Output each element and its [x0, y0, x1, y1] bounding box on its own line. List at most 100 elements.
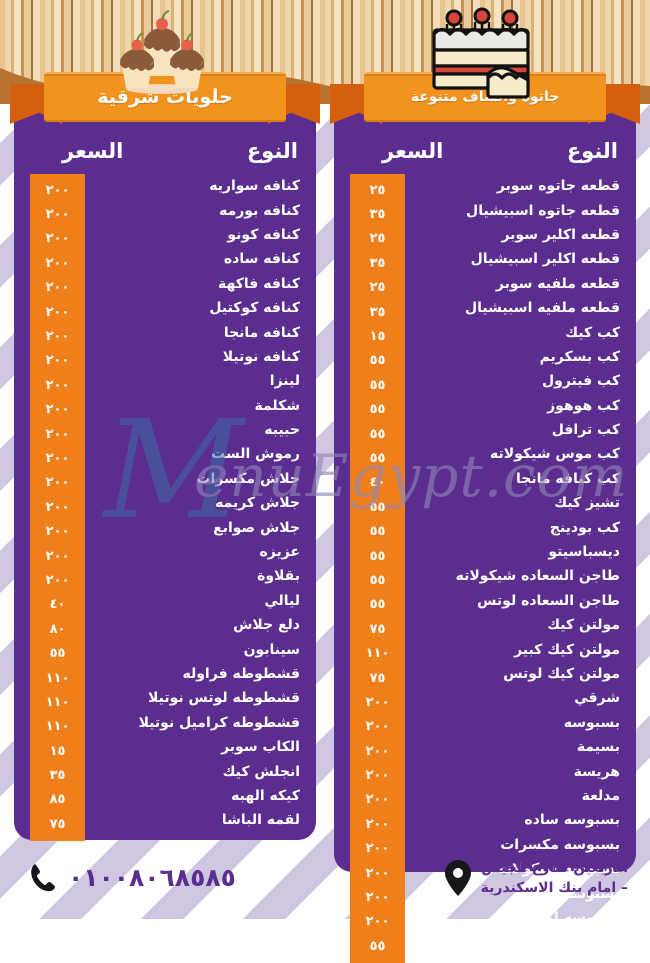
menu-item: بسبوسه لوتس [519, 885, 620, 902]
menu-item: مولتن كيك كبير [514, 641, 620, 658]
panel-gateau-varieties: جاتوه واصناف متنوعة النوع السعر ٢٥ ٣٥ ٢٥ ٣٥… [330, 72, 640, 963]
price-cell: ٥٥ [369, 597, 386, 613]
menu-item: كب كيك [565, 324, 620, 341]
menu-item: كنافه كونو [227, 226, 300, 243]
ribbon-eastern-sweets: حلويات شرقية [10, 68, 320, 126]
menu-item: حبيبه [264, 422, 300, 439]
price-cell: ٢٠٠ [45, 353, 70, 369]
menu-item: بسبوسه شيكولاته [498, 861, 620, 878]
menu-item: قطعه ملفيه سوبر [495, 275, 620, 292]
menu-item: كب ترافل [551, 422, 620, 439]
address-block: الاربعين شارع الجيش – امام بنك الاسكندري… [444, 858, 628, 899]
header-type: النوع [246, 139, 298, 163]
menu-item: شرقي [574, 690, 620, 707]
price-cell: ٥٥ [369, 572, 386, 588]
location-pin-icon [444, 860, 471, 897]
menu-item: مولتن كيك لوتس [503, 666, 620, 682]
menu-item: قطعه اكلير اسبيشيال [470, 251, 620, 268]
menu-item: جلاش مكسرات [196, 470, 300, 487]
price-cell: ٢٥ [369, 182, 386, 198]
price-cell: ٥٥ [49, 646, 66, 662]
address-line-2: – امام بنك الاسكندرية [480, 880, 628, 897]
header-price: السعر [382, 139, 444, 163]
menu-item: كنافه نوتيلا [222, 348, 300, 365]
price-cell: ٢٥ [369, 231, 386, 247]
menu-item: هريسة [573, 763, 620, 780]
menu-item: بسبوسه ساده [524, 812, 620, 829]
price-cell: ٢٠٠ [365, 865, 390, 881]
menu-item: بسبوسه مكسرات [500, 836, 620, 853]
item-list-right: قطعه جاتوه سوبر قطعه جاتوه اسبيشيال قطعه ا… [414, 174, 620, 955]
menu-item: جلاش كريمه [215, 495, 300, 512]
price-cell: ٥٥ [369, 938, 386, 954]
menu-item: الكاب سوبر [221, 739, 300, 756]
price-cell: ٢٠٠ [45, 304, 70, 320]
menu-item: طاجن السعاده لوتس [477, 592, 620, 609]
price-cell: ٤٠ [49, 597, 66, 613]
price-cell: ٢٠٠ [45, 207, 70, 223]
price-column-right: ٢٥ ٣٥ ٢٥ ٣٥ ٢٥ ٣٥ ١٥ ٥٥ ٥٥ ٥٥ ٥٥ ٥٥ ٤٠ ٥٥ ٥٥ ٥٥ ٥٥ ٥٥ ٧٥ ١١… [350, 174, 405, 963]
menu-item: سينابون [243, 641, 300, 658]
price-cell: ٤٠ [369, 475, 386, 491]
price-cell: ٥٥ [369, 353, 386, 369]
footer: ٠١٠٠٨٠٦٨٥٨٥ الاربعين شارع الجيش – امام ب… [0, 856, 650, 919]
price-cell: ٢٠٠ [45, 255, 70, 271]
price-cell: ٢٠٠ [365, 816, 390, 832]
price-cell: ٥٥ [369, 426, 386, 442]
price-cell: ١٥ [49, 743, 66, 759]
menu-item: كنافه بورمه [219, 202, 300, 219]
price-cell: ٨٠ [49, 621, 66, 637]
menu-item: شكلمة [254, 397, 301, 414]
price-cell: ٥٥ [369, 450, 386, 466]
price-cell: ١١٠ [45, 694, 70, 710]
menu-item: كنافه مانجا [223, 324, 300, 341]
menu-item: بسبوسه [563, 714, 620, 731]
price-cell: ١١٠ [45, 719, 70, 735]
price-cell: ٢٠٠ [365, 694, 390, 710]
menu-item: كب كندر [562, 934, 620, 951]
price-cell: ١١٠ [45, 670, 70, 686]
menu-item: كب بسكريم [539, 348, 620, 365]
price-cell: ٣٥ [369, 304, 386, 320]
price-cell: ٢٠٠ [45, 426, 70, 442]
price-cell: ٥٥ [369, 524, 386, 540]
cupcakes-icon [120, 10, 204, 94]
menu-item: كنافه ساده [223, 251, 300, 268]
ribbon-band: حلويات شرقية [44, 72, 286, 122]
header-type: النوع [566, 139, 618, 163]
phone-number: ٠١٠٠٨٠٦٨٥٨٥ [68, 862, 236, 892]
menu-item: بسيمة [576, 739, 620, 756]
menu-item: عزيزه [259, 544, 300, 561]
menu-item: قشطوطه لوتس نوتيلا [148, 690, 300, 707]
column-headers-right: النوع السعر [334, 134, 636, 168]
header-price: السعر [62, 139, 124, 163]
price-cell: ٥٥ [369, 402, 386, 418]
menu-item: قطعه جاتوه اسبيشيال [466, 202, 620, 219]
price-cell: ٢٠٠ [365, 743, 390, 759]
menu-item: كب هوهوز [547, 397, 620, 414]
menu-item: قطعه ملفيه اسبيشيال [465, 300, 620, 317]
price-cell: ٥٥ [369, 499, 386, 515]
menu-item: مدلعة [581, 787, 620, 804]
price-cell: ٢٠٠ [45, 524, 70, 540]
price-cell: ٢٠٠ [45, 329, 70, 345]
price-cell: ٢٠٠ [45, 475, 70, 491]
price-cell: ٢٠٠ [45, 280, 70, 296]
price-cell: ٢٠٠ [45, 231, 70, 247]
price-cell: ٢٥ [369, 280, 386, 296]
price-cell: ١١٠ [365, 646, 390, 662]
price-cell: ٢٠٠ [45, 450, 70, 466]
menu-item: قشطوطه فراوله [182, 666, 300, 682]
price-cell: ٢٠٠ [45, 377, 70, 393]
price-cell: ٣٥ [49, 768, 66, 784]
panel-eastern-sweets: حلويات شرقية النوع السعر ٢٠٠ ٢٠٠ ٢٠٠ ٢٠٠ ٢٠٠… [10, 72, 320, 841]
layer-cake-icon [432, 7, 530, 99]
menu-item: كيكه الهبه [231, 787, 300, 804]
price-cell: ٢٠٠ [45, 548, 70, 564]
phone-block[interactable]: ٠١٠٠٨٠٦٨٥٨٥ [30, 862, 236, 892]
address-line-1: الاربعين شارع الجيش [481, 860, 628, 876]
menu-item: كب فيترول [542, 373, 620, 390]
price-cell: ٢٠٠ [45, 182, 70, 198]
price-column-left: ٢٠٠ ٢٠٠ ٢٠٠ ٢٠٠ ٢٠٠ ٢٠٠ ٢٠٠ ٢٠٠ ٢٠٠ ٢٠٠ ٢٠٠ ٢٠٠ ٢٠٠ ٢… [30, 174, 85, 841]
menu-item: كنافه كوكتيل [209, 300, 300, 317]
